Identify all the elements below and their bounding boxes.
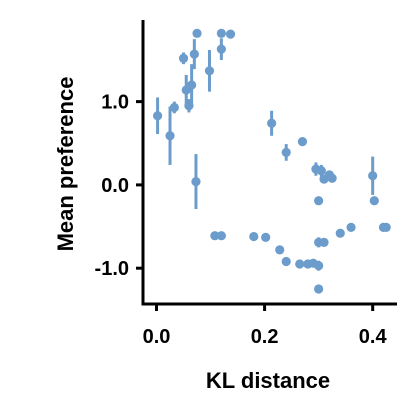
point-marker-35 <box>327 173 337 183</box>
data-point-9 <box>192 28 202 38</box>
data-point-33 <box>319 237 329 247</box>
y-axis-title: Mean preference <box>53 77 78 252</box>
point-marker-10 <box>204 66 215 76</box>
data-point-37 <box>346 222 356 232</box>
x-axis-title: KL distance <box>206 368 330 393</box>
data-point-8 <box>191 154 201 210</box>
point-marker-8 <box>191 176 201 187</box>
point-marker-6 <box>187 80 197 90</box>
data-point-39 <box>369 196 379 206</box>
point-marker-17 <box>261 232 271 242</box>
point-marker-15 <box>225 29 236 39</box>
point-marker-0 <box>152 111 163 121</box>
data-point-41 <box>381 222 391 232</box>
data-point-0 <box>152 97 163 135</box>
point-marker-22 <box>295 259 305 269</box>
point-marker-1 <box>165 131 175 141</box>
x-tick-label-0: 0.0 <box>143 326 171 348</box>
point-marker-2 <box>169 102 179 113</box>
point-marker-38 <box>368 171 378 181</box>
point-marker-39 <box>369 196 379 206</box>
data-point-30 <box>314 196 324 206</box>
data-point-16 <box>249 231 259 242</box>
data-point-18 <box>267 110 277 136</box>
point-marker-41 <box>381 222 391 232</box>
data-point-15 <box>225 29 236 39</box>
point-marker-28 <box>314 284 324 294</box>
y-tick-label-1: 0.0 <box>101 175 129 197</box>
point-marker-18 <box>267 118 277 128</box>
point-marker-21 <box>281 256 291 267</box>
point-marker-14 <box>216 231 226 241</box>
point-marker-31 <box>316 166 326 176</box>
data-point-22 <box>295 259 305 269</box>
point-marker-7 <box>189 49 199 59</box>
point-marker-20 <box>281 147 291 158</box>
point-marker-36 <box>335 228 345 238</box>
point-marker-9 <box>192 28 202 38</box>
data-point-19 <box>275 245 285 255</box>
data-point-17 <box>261 232 271 242</box>
data-point-38 <box>368 156 378 195</box>
y-axis-ticks: -1.0 0.0 1.0 <box>95 92 143 280</box>
data-point-27 <box>314 260 324 271</box>
point-marker-11 <box>210 231 220 241</box>
point-marker-16 <box>249 231 259 242</box>
point-marker-12 <box>216 28 226 38</box>
x-tick-label-2: 0.4 <box>359 326 388 348</box>
point-marker-33 <box>319 237 329 247</box>
data-point-20 <box>281 144 291 161</box>
y-tick-label-2: 1.0 <box>101 92 129 114</box>
data-point-35 <box>327 173 337 183</box>
point-marker-27 <box>314 261 324 271</box>
point-marker-13 <box>216 44 226 54</box>
point-marker-37 <box>346 222 356 232</box>
data-point-14 <box>216 231 226 241</box>
data-point-11 <box>210 231 220 241</box>
data-point-6 <box>187 64 197 106</box>
data-point-31 <box>316 164 326 177</box>
point-marker-3 <box>178 53 189 63</box>
point-marker-23 <box>297 136 308 147</box>
data-point-36 <box>335 228 345 238</box>
data-point-10 <box>204 49 215 92</box>
point-marker-19 <box>275 245 285 255</box>
x-axis-ticks: 0.0 0.2 0.4 <box>143 304 388 348</box>
data-point-3 <box>178 52 189 65</box>
data-point-12 <box>216 28 226 38</box>
data-point-23 <box>297 136 308 147</box>
x-tick-label-1: 0.2 <box>251 326 279 348</box>
data-point-21 <box>281 256 291 267</box>
data-marks <box>152 28 391 294</box>
y-tick-label-0: -1.0 <box>95 258 129 280</box>
data-point-7 <box>189 39 199 70</box>
data-point-2 <box>169 101 179 114</box>
point-marker-30 <box>314 196 324 206</box>
data-point-1 <box>165 106 175 165</box>
data-point-28 <box>314 284 324 294</box>
data-point-13 <box>216 38 226 60</box>
